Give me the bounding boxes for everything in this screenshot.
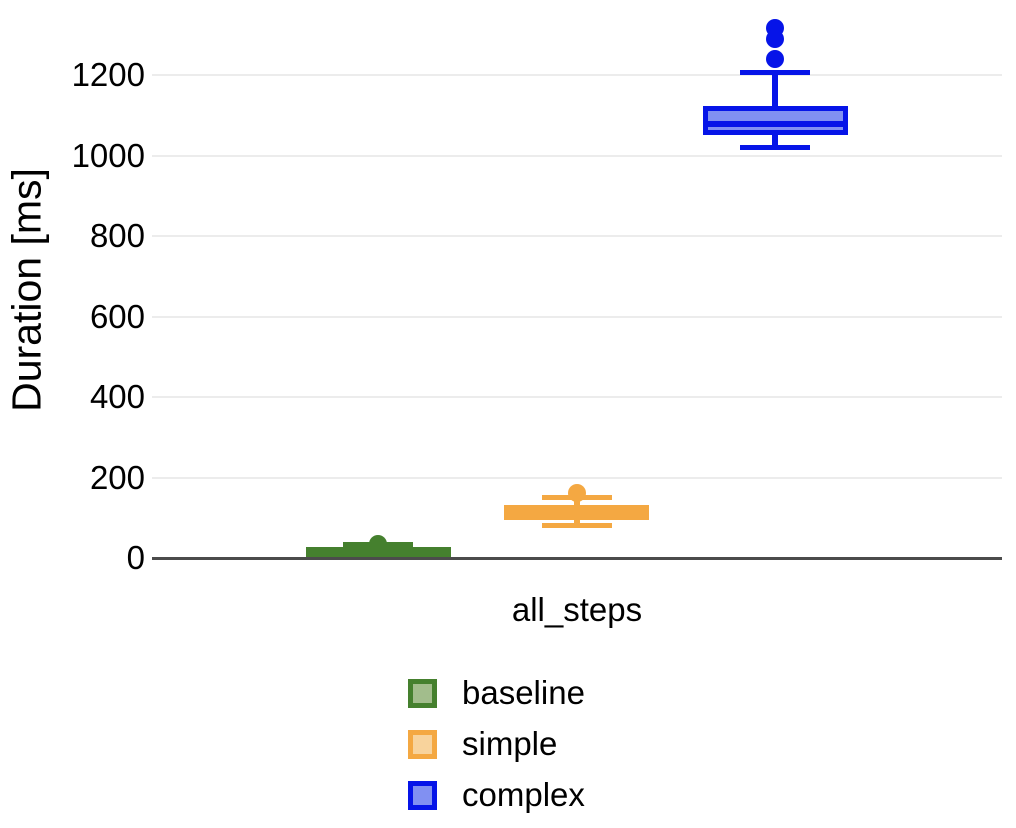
legend-swatch-simple: [408, 729, 437, 759]
complex-whisker-cap-bottom: [740, 145, 810, 151]
legend-swatch-complex: [408, 780, 437, 810]
x-axis-line: [152, 557, 1002, 560]
y-tick-label-600: 600: [89, 297, 145, 335]
legend-item-complex: complex: [408, 778, 585, 812]
y-tick-label-1000: 1000: [71, 136, 145, 174]
x-axis-category-label: all_steps: [511, 591, 643, 628]
complex-median-line: [707, 121, 843, 128]
simple-median-line: [509, 509, 644, 516]
legend: baseline simple complex: [408, 676, 585, 812]
gridline-400: [152, 396, 1002, 398]
legend-swatch-baseline: [408, 678, 437, 708]
simple-outlier-dot-0: [567, 483, 586, 502]
simple-whisker-cap-bottom: [541, 523, 612, 529]
y-tick-label-1200: 1200: [71, 56, 145, 93]
gridline-200: [152, 476, 1002, 479]
legend-item-baseline: baseline: [408, 676, 585, 710]
y-tick-label-200: 200: [89, 458, 145, 496]
y-axis-title: Duration [ms]: [3, 168, 50, 412]
y-tick-label-400: 400: [89, 378, 145, 415]
complex-outlier-dot-2: [766, 18, 784, 37]
gridline-1000: [152, 154, 1002, 157]
complex-outlier-dot-0: [766, 49, 784, 68]
y-tick-label-800: 800: [89, 217, 145, 254]
complex-box: [702, 106, 848, 135]
legend-label-simple: simple: [462, 725, 558, 762]
gridline-800: [152, 235, 1002, 237]
complex-whisker-cap-top: [740, 70, 810, 76]
legend-label-complex: complex: [462, 776, 585, 813]
baseline-median-line: [310, 546, 446, 553]
legend-item-simple: simple: [408, 727, 585, 761]
gridline-1200: [152, 74, 1002, 76]
gridline-600: [152, 315, 1002, 318]
legend-label-baseline: baseline: [462, 674, 585, 711]
y-tick-label-0: 0: [126, 539, 145, 576]
